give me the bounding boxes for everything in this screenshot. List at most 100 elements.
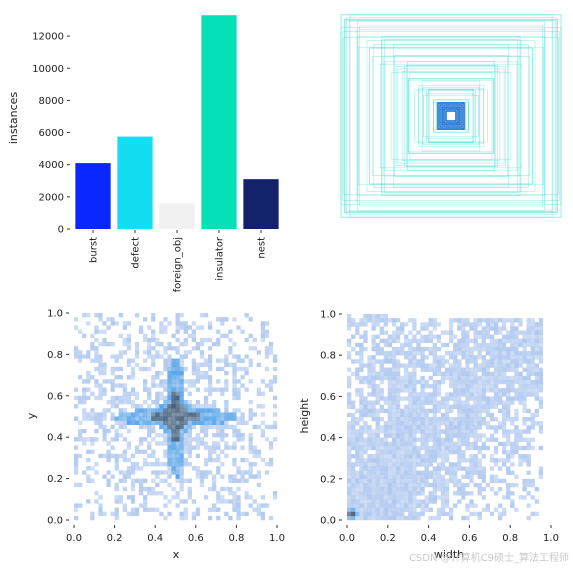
xy-heat-cell bbox=[195, 470, 201, 475]
wh-heat-cell bbox=[530, 367, 535, 372]
wh-heat-cell bbox=[461, 454, 466, 459]
wh-heat-cell bbox=[355, 392, 360, 397]
wh-heat-cell bbox=[440, 454, 446, 459]
wh-heat-cell bbox=[391, 503, 397, 508]
xy-heat-cell bbox=[195, 341, 201, 347]
wh-heat-cell bbox=[473, 470, 478, 475]
wh-heat-cell bbox=[375, 487, 380, 492]
wh-heat-cell bbox=[502, 338, 507, 344]
wh-heat-cell bbox=[526, 429, 531, 434]
wh-heat-cell bbox=[375, 421, 380, 426]
wh-heat-cell bbox=[514, 482, 519, 488]
wh-heat-cell bbox=[379, 495, 384, 500]
wh-heat-cell bbox=[412, 507, 417, 512]
wh-heat-cell bbox=[457, 487, 462, 492]
wh-heat-cell bbox=[383, 491, 388, 496]
wh-heat-cell bbox=[440, 363, 446, 368]
xy-heat-cell bbox=[236, 433, 241, 438]
xy-heat-cell bbox=[110, 437, 115, 442]
bar-x-tick-label: burst bbox=[89, 237, 100, 263]
wh-heat-cell bbox=[485, 371, 490, 376]
wh-heat-cell bbox=[510, 445, 515, 451]
wh-heat-cell bbox=[355, 503, 360, 508]
xy-heat-cell bbox=[86, 466, 91, 471]
wh-heat-cell bbox=[420, 359, 425, 364]
wh-heat-cell bbox=[412, 384, 417, 389]
wh-heat-cell bbox=[408, 338, 413, 344]
wh-heat-cell bbox=[522, 355, 527, 360]
xy-heat-cell bbox=[163, 515, 168, 521]
wh-heat-cell bbox=[387, 379, 393, 385]
wh-heat-cell bbox=[444, 400, 450, 405]
wh-heat-cell bbox=[457, 466, 462, 471]
wh-heat-cell bbox=[359, 400, 364, 405]
wh-heat-cell bbox=[424, 470, 429, 475]
xy-heat-cell bbox=[98, 317, 103, 322]
wh-heat-cell bbox=[481, 507, 486, 512]
wh-heat-cell bbox=[518, 462, 523, 467]
wh-heat-cell bbox=[432, 371, 437, 376]
wh-heat-cell bbox=[428, 458, 433, 463]
xy-heat-cell bbox=[82, 470, 87, 475]
xy-heat-cell bbox=[126, 391, 132, 396]
wh-heat-cell bbox=[347, 458, 352, 463]
wh-heat-cell bbox=[526, 470, 531, 475]
wh-heat-cell bbox=[497, 326, 503, 331]
wh-heat-cell bbox=[510, 482, 515, 488]
wh-heat-cell bbox=[416, 482, 421, 488]
wh-heat-cell bbox=[387, 482, 393, 488]
wh-heat-cell bbox=[457, 417, 462, 422]
wh-heat-cell bbox=[502, 404, 507, 409]
bounding-box bbox=[408, 79, 494, 153]
xy-heat-cell bbox=[74, 346, 79, 351]
wh-heat-cell bbox=[424, 466, 429, 471]
wh-heat-cell bbox=[391, 404, 397, 409]
bounding-box bbox=[390, 71, 512, 161]
wh-heat-cell bbox=[465, 334, 470, 339]
xy-heat-cell bbox=[98, 329, 103, 334]
wh-heat-cell bbox=[465, 322, 470, 327]
xy-heat-cell bbox=[207, 449, 213, 454]
wh-heat-cell bbox=[444, 466, 450, 471]
wh-heat-cell bbox=[481, 495, 486, 500]
xy-heat-cell bbox=[191, 333, 196, 339]
xy-heat-cell bbox=[98, 313, 103, 318]
wh-heat-cell bbox=[477, 400, 482, 405]
wh-heat-cell bbox=[473, 330, 478, 335]
xy-heat-cell bbox=[74, 457, 79, 463]
wh-heat-cell bbox=[465, 417, 470, 422]
xy-heat-cell bbox=[118, 478, 123, 483]
wh-heat-cell bbox=[477, 491, 482, 496]
xy-heat-cell bbox=[216, 387, 221, 392]
wh-heat-cell bbox=[375, 466, 380, 471]
xy-heat-cell bbox=[143, 478, 148, 483]
wh-heat-cell bbox=[449, 462, 454, 467]
wh-heat-cell bbox=[391, 388, 397, 393]
wh-heat-cell bbox=[347, 367, 352, 372]
xy-heat-cell bbox=[130, 470, 136, 475]
xy-heat-cell bbox=[268, 515, 274, 521]
wh-heat-cell bbox=[436, 437, 442, 442]
xy-heat-cell bbox=[143, 383, 148, 388]
wh-heat-cell bbox=[534, 338, 539, 344]
wh-heat-cell bbox=[473, 346, 478, 352]
wh-heat-cell bbox=[473, 342, 478, 348]
xy-heat-cell bbox=[187, 412, 192, 417]
wh-heat-cell bbox=[530, 346, 535, 352]
wh-heat-cell bbox=[432, 334, 437, 339]
wh-heat-cell bbox=[530, 326, 535, 331]
xy-heat-cell bbox=[203, 370, 209, 376]
wh-heat-cell bbox=[347, 437, 352, 442]
xy-heat-cell bbox=[74, 350, 79, 355]
wh-heat-cell bbox=[477, 412, 482, 418]
wh-heat-cell bbox=[424, 363, 429, 368]
xy-heat-cell bbox=[86, 416, 91, 421]
wh-heat-cell bbox=[518, 375, 523, 381]
wh-heat-cell bbox=[379, 318, 384, 323]
xy-heat-cell bbox=[179, 325, 184, 330]
xy-heat-cell bbox=[138, 416, 144, 421]
wh-heat-cell bbox=[436, 433, 442, 438]
wh-heat-cell bbox=[347, 318, 352, 323]
xy-heat-cell bbox=[102, 511, 107, 517]
wh-heat-cell bbox=[461, 318, 466, 323]
